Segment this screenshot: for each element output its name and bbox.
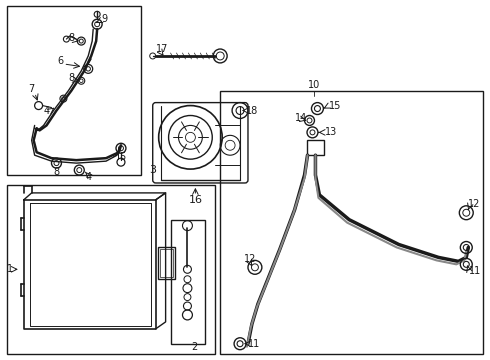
Bar bbox=[7, 6, 141, 175]
Bar bbox=[307, 140, 324, 155]
Text: 11: 11 bbox=[248, 339, 260, 349]
Text: 10: 10 bbox=[308, 80, 320, 90]
Text: 17: 17 bbox=[156, 44, 168, 54]
Text: 2: 2 bbox=[192, 342, 197, 352]
Text: 7: 7 bbox=[29, 84, 35, 94]
Text: 16: 16 bbox=[188, 195, 202, 205]
Text: 12: 12 bbox=[468, 199, 481, 209]
Text: 8: 8 bbox=[69, 73, 74, 83]
Bar bbox=[158, 247, 174, 279]
Text: 14: 14 bbox=[294, 113, 307, 123]
Text: 8: 8 bbox=[53, 167, 59, 177]
Text: 3: 3 bbox=[149, 165, 156, 175]
Text: 18: 18 bbox=[246, 105, 258, 116]
Text: 9: 9 bbox=[101, 14, 107, 24]
Text: 13: 13 bbox=[325, 127, 338, 138]
Bar bbox=[220, 91, 483, 354]
Text: 4: 4 bbox=[85, 172, 91, 182]
Bar bbox=[7, 185, 215, 354]
Text: 11: 11 bbox=[469, 266, 482, 276]
Text: 1: 1 bbox=[7, 264, 13, 274]
Text: 12: 12 bbox=[244, 255, 256, 264]
Bar bbox=[171, 220, 205, 344]
Text: 5: 5 bbox=[119, 152, 125, 162]
Text: 15: 15 bbox=[329, 100, 342, 111]
Text: 6: 6 bbox=[57, 56, 64, 66]
Text: 4: 4 bbox=[44, 105, 49, 116]
Bar bbox=[160, 249, 172, 277]
Text: 8: 8 bbox=[69, 33, 74, 43]
